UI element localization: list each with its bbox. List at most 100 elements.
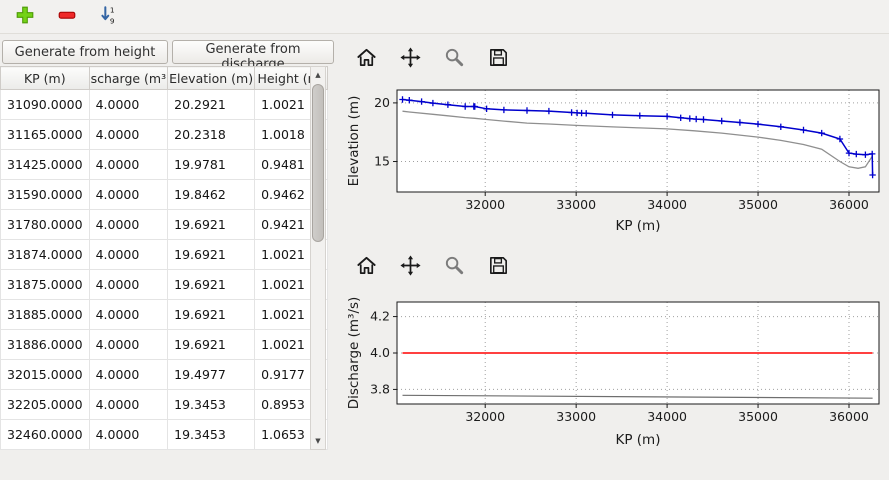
table-cell[interactable]: 19.8462 <box>167 179 256 210</box>
generate-from-discharge-button[interactable]: Generate from discharge <box>172 40 334 72</box>
sort-rows-button[interactable]: 1 9 <box>94 3 124 30</box>
table-cell[interactable]: 31165.0000 <box>0 119 90 150</box>
y-tick-label: 4.2 <box>370 309 390 324</box>
table-cell[interactable]: 19.6921 <box>167 269 256 300</box>
svg-text:9: 9 <box>110 16 115 25</box>
plus-marker <box>845 149 853 157</box>
svg-text:1: 1 <box>110 5 115 14</box>
table-cell[interactable]: 31590.0000 <box>0 179 90 210</box>
column-header[interactable]: scharge (m³ <box>88 66 169 90</box>
table-row[interactable]: 31590.0000 4.0000 19.8462 0.9462 <box>0 179 329 210</box>
scrollbar-thumb[interactable] <box>312 84 324 242</box>
table-cell[interactable]: 4.0000 <box>88 269 169 300</box>
plot-home-button[interactable] <box>350 44 382 74</box>
table-body: 31090.0000 4.0000 20.2921 1.0021 31165.0000 4… <box>0 89 329 450</box>
table-row[interactable]: 32015.0000 4.0000 19.4977 0.9177 <box>0 359 329 390</box>
table-row[interactable]: 32205.0000 4.0000 19.3453 0.8953 <box>0 389 329 420</box>
remove-row-button[interactable] <box>52 3 82 30</box>
x-tick-label: 34000 <box>647 409 687 424</box>
axes-frame <box>396 89 880 193</box>
table-cell[interactable]: 19.6921 <box>167 209 256 240</box>
plot-save-button[interactable] <box>482 252 514 282</box>
table-cell[interactable]: 4.0000 <box>88 209 169 240</box>
table-cell[interactable]: 31874.0000 <box>0 239 90 270</box>
table-cell[interactable]: 32205.0000 <box>0 389 90 420</box>
discharge-chart[interactable]: 32000 33000 34000 35000 36000 3.8 4.0 4.2 KP (m)… <box>340 288 889 452</box>
table-row[interactable]: 31874.0000 4.0000 19.6921 1.0021 <box>0 239 329 270</box>
table-cell[interactable]: 19.3453 <box>167 419 256 450</box>
series-bed-profile <box>402 394 873 399</box>
table-cell[interactable]: 4.0000 <box>88 359 169 390</box>
y-axis-label: Elevation (m) <box>346 96 362 187</box>
x-axis-label: KP (m) <box>616 218 661 234</box>
table-cell[interactable]: 31425.0000 <box>0 149 90 180</box>
table-cell[interactable]: 31885.0000 <box>0 299 90 330</box>
table-cell[interactable]: 19.6921 <box>167 239 256 270</box>
boundary-condition-table: KP (m) scharge (m³ Elevation (m) Height (m)… <box>0 66 329 450</box>
scroll-up-button[interactable]: ▲ <box>315 71 321 79</box>
table-cell[interactable]: 31886.0000 <box>0 329 90 360</box>
plot-pan-button[interactable] <box>394 252 426 282</box>
plus-marker <box>836 135 844 143</box>
table-cell[interactable]: 4.0000 <box>88 179 169 210</box>
plus-marker <box>462 103 469 110</box>
plus-marker <box>869 171 876 179</box>
sort-descending-1-9-icon: 1 9 <box>98 4 120 29</box>
plus-marker <box>545 107 553 115</box>
table-cell[interactable]: 32460.0000 <box>0 419 90 450</box>
plot-zoom-button[interactable] <box>438 252 470 282</box>
table-cell[interactable]: 4.0000 <box>88 119 169 150</box>
table-cell[interactable]: 19.6921 <box>167 299 256 330</box>
table-cell[interactable]: 4.0000 <box>88 149 169 180</box>
plot-pan-button[interactable] <box>394 44 426 74</box>
table-cell[interactable]: 4.0000 <box>88 329 169 360</box>
table-row[interactable]: 31875.0000 4.0000 19.6921 1.0021 <box>0 269 329 300</box>
scroll-down-button[interactable]: ▼ <box>315 437 321 445</box>
table-cell[interactable]: 4.0000 <box>88 239 169 270</box>
elevation-chart[interactable]: 32000 33000 34000 35000 36000 15 20 KP (m) Eleva… <box>340 80 889 238</box>
x-tick-label: 34000 <box>647 197 687 212</box>
plus-marker <box>686 115 693 122</box>
table-cell[interactable]: 4.0000 <box>88 419 169 450</box>
column-header[interactable]: Elevation (m) <box>167 66 256 90</box>
table-row[interactable]: 31090.0000 4.0000 20.2921 1.0021 <box>0 89 329 120</box>
table-cell[interactable]: 4.0000 <box>88 389 169 420</box>
table-cell[interactable]: 32015.0000 <box>0 359 90 390</box>
column-header[interactable]: KP (m) <box>0 66 90 90</box>
table-row[interactable]: 31780.0000 4.0000 19.6921 0.9421 <box>0 209 329 240</box>
table-row[interactable]: 31886.0000 4.0000 19.6921 1.0021 <box>0 329 329 360</box>
plus-marker <box>583 110 590 117</box>
table-cell[interactable]: 19.3453 <box>167 389 256 420</box>
table-cell[interactable]: 19.4977 <box>167 359 256 390</box>
y-tick-label: 4.0 <box>370 345 390 360</box>
minus-icon <box>56 4 78 29</box>
x-tick-label: 36000 <box>829 197 869 212</box>
table-cell[interactable]: 20.2921 <box>167 89 256 120</box>
x-tick-label: 32000 <box>465 197 505 212</box>
table-row[interactable]: 31165.0000 4.0000 20.2318 1.0018 <box>0 119 329 150</box>
x-tick-label: 33000 <box>556 409 596 424</box>
add-row-button[interactable] <box>10 3 40 30</box>
x-tick-label: 35000 <box>738 197 778 212</box>
table-cell[interactable]: 20.2318 <box>167 119 256 150</box>
plus-marker <box>736 119 744 126</box>
plot-save-button[interactable] <box>482 44 514 74</box>
table-cell[interactable]: 19.6921 <box>167 329 256 360</box>
plot-zoom-button[interactable] <box>438 44 470 74</box>
table-scrollbar[interactable]: ▲ ▼ <box>310 66 326 450</box>
table-cell[interactable]: 31780.0000 <box>0 209 90 240</box>
table-cell[interactable]: 4.0000 <box>88 299 169 330</box>
table-row[interactable]: 31425.0000 4.0000 19.9781 0.9481 <box>0 149 329 180</box>
table-cell[interactable]: 31875.0000 <box>0 269 90 300</box>
table-row[interactable]: 32460.0000 4.0000 19.3453 1.0653 <box>0 419 329 450</box>
table-cell[interactable]: 31090.0000 <box>0 89 90 120</box>
plot-home-button[interactable] <box>350 252 382 282</box>
table-row[interactable]: 31885.0000 4.0000 19.6921 1.0021 <box>0 299 329 330</box>
generate-from-height-button[interactable]: Generate from height <box>2 40 168 64</box>
table-cell[interactable]: 19.9781 <box>167 149 256 180</box>
table-cell[interactable]: 4.0000 <box>88 89 169 120</box>
y-tick-label: 20 <box>374 95 390 110</box>
pan-move-icon <box>399 46 422 72</box>
plus-marker <box>700 116 707 123</box>
